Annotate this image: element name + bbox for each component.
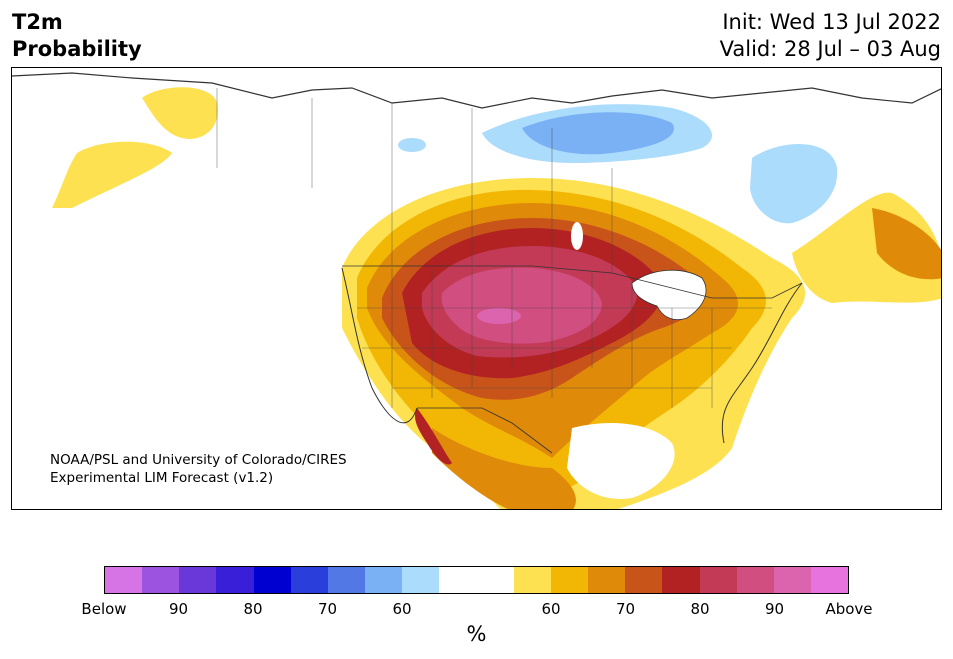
colorbar-segment [625, 567, 663, 593]
forecast-credit: NOAA/PSL and University of Colorado/CIRE… [50, 451, 347, 487]
east-canada-warm-core [872, 208, 941, 280]
colorbar-segment [216, 567, 254, 593]
colorbar-segment [253, 567, 291, 593]
florida-warm-region [700, 398, 725, 444]
colorbar-tick-label: 60 [541, 600, 561, 618]
colorbar-segment [105, 567, 143, 593]
forecast-dates: Init: Wed 13 Jul 2022 Valid: 28 Jul – 03… [720, 9, 941, 63]
colorbar-segment [402, 567, 440, 593]
probability-colorbar [104, 566, 849, 594]
map-title: T2m Probability [12, 9, 142, 63]
us-warm-core [477, 308, 521, 324]
us-warm-band-7 [441, 267, 602, 344]
colorbar-segment [179, 567, 217, 593]
colorbar-tick-label: Above [825, 600, 873, 618]
us-mexico-border [417, 407, 553, 454]
probability-map: NOAA/PSL and University of Colorado/CIRE… [11, 67, 942, 510]
alaska-coast-warm-region [52, 141, 172, 208]
credit-line-1: NOAA/PSL and University of Colorado/CIRE… [50, 452, 347, 468]
small-cool-patch [398, 138, 426, 152]
colorbar-tick-label: 80 [243, 600, 263, 618]
colorbar-segment [662, 567, 700, 593]
colorbar-unit: % [466, 622, 487, 646]
quebec-cool-region [750, 144, 838, 224]
colorbar-segment [290, 567, 328, 593]
colorbar-segment [142, 567, 180, 593]
init-date: Init: Wed 13 Jul 2022 [722, 10, 941, 34]
east-coast [721, 282, 803, 444]
colorbar-tick-label: 90 [168, 600, 189, 618]
mexico-warm-region [432, 428, 576, 509]
lake-winnipeg [571, 222, 583, 250]
colorbar-segment [736, 567, 774, 593]
alaska-warm-region [142, 87, 218, 139]
colorbar-segment [476, 567, 514, 593]
valid-range: Valid: 28 Jul – 03 Aug [719, 37, 941, 61]
north-america-outline [12, 72, 941, 109]
map-canvas [12, 72, 941, 509]
title-line-1: T2m [12, 10, 63, 34]
title-line-2: Probability [12, 37, 142, 61]
colorbar-segment [439, 567, 477, 593]
colorbar-tick-label: 60 [392, 600, 412, 618]
colorbar-tick-label: 70 [317, 600, 338, 618]
west-coast [341, 267, 418, 424]
colorbar-segment [327, 567, 366, 593]
colorbar-segment [810, 567, 849, 593]
colorbar-tick-label: Below [81, 600, 127, 618]
colorbar-segment [365, 567, 403, 593]
colorbar-segment [513, 567, 551, 593]
us-canada-border [342, 265, 803, 299]
state-lines [357, 268, 772, 408]
central-canada-cool-core [522, 112, 674, 155]
colorbar-tick-label: 80 [690, 600, 710, 618]
colorbar-tick-label: 70 [615, 600, 636, 618]
colorbar-segment [699, 567, 737, 593]
province-lines [216, 88, 613, 273]
colorbar-segment [588, 567, 626, 593]
baja-warm-region [415, 408, 452, 465]
colorbar-ticks: Below 90 80 70 60 60 70 80 90 Above [0, 600, 953, 620]
colorbar-segment [550, 567, 589, 593]
colorbar-segment [773, 567, 811, 593]
gulf-of-mexico [567, 423, 675, 499]
credit-line-2: Experimental LIM Forecast (v1.2) [50, 470, 274, 486]
colorbar-tick-label: 90 [764, 600, 785, 618]
